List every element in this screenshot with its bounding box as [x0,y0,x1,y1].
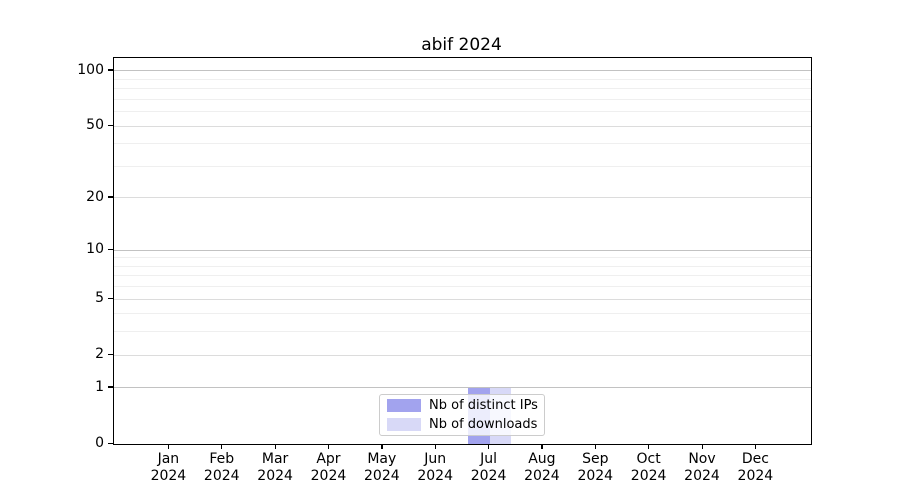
y-tick-mark [108,386,113,388]
gridline [114,111,811,113]
gridline [114,275,811,277]
legend-label: Nb of distinct IPs [429,398,538,413]
legend-entry-downloads: Nb of downloads [387,417,537,432]
x-tick-mark [648,444,650,449]
y-axis-tick-label: 0 [95,435,104,451]
x-tick-mark [701,444,703,449]
gridline [114,165,811,167]
y-axis-tick-label: 50 [86,117,104,134]
gridline [114,265,811,267]
y-tick-mark [108,297,113,299]
x-tick-mark [754,444,757,449]
gridline [114,313,811,315]
x-tick-mark [274,444,276,449]
x-tick-mark [541,444,543,449]
y-tick-mark [108,353,113,355]
y-tick-mark [108,248,113,250]
y-axis-tick-label: 2 [95,346,104,363]
x-axis-tick-label: Oct 2024 [630,451,667,484]
x-tick-mark [167,444,170,449]
gridline [114,88,811,90]
gridline [114,197,811,199]
x-tick-mark [221,444,223,449]
legend-swatch [387,399,421,412]
gridline [114,298,811,300]
x-tick-mark [327,444,330,449]
x-axis-tick-label: Aug 2024 [524,451,560,484]
x-axis-tick-label: Apr 2024 [310,451,347,484]
y-tick-mark [108,69,113,71]
x-axis-tick-label: Mar 2024 [257,451,293,484]
x-axis-tick-label: Jul 2024 [470,451,507,484]
y-tick-mark [108,196,113,198]
gridline [114,78,811,80]
y-axis-tick-label: 20 [86,188,104,205]
x-axis-tick-label: Feb 2024 [203,451,240,484]
y-axis-tick-label: 1 [95,378,104,395]
legend-label: Nb of downloads [429,417,538,432]
x-axis-tick-label: Nov 2024 [684,451,720,484]
gridline [114,354,811,356]
x-axis-tick-label: Dec 2024 [737,451,774,484]
plot-area [113,57,812,445]
x-axis-tick-label: Jun 2024 [417,451,453,484]
gridline [114,70,811,72]
gridline [114,286,811,288]
chart-title: abif 2024 [421,35,502,55]
x-axis-tick-label: Sep 2024 [577,451,614,484]
y-tick-mark [108,442,113,444]
y-axis-tick-label: 100 [77,61,104,78]
gridline [114,249,811,251]
gridline [114,257,811,259]
legend: Nb of distinct IPs Nb of downloads [379,394,545,436]
legend-swatch [387,418,421,431]
y-axis-tick-label: 5 [95,290,104,307]
gridline [114,331,811,333]
legend-entry-distinct-ips: Nb of distinct IPs [387,398,538,413]
x-tick-mark [594,444,596,449]
y-tick-mark [108,124,113,126]
gridline [114,387,811,389]
x-tick-mark [488,444,490,449]
x-tick-mark [381,444,383,449]
gridline [114,125,811,127]
y-axis-tick-label: 10 [86,241,104,258]
gridline [114,143,811,145]
x-tick-mark [434,444,436,449]
x-axis-tick-label: Jan 2024 [150,451,187,484]
x-axis-tick-label: May 2024 [364,451,400,484]
gridline [114,98,811,100]
